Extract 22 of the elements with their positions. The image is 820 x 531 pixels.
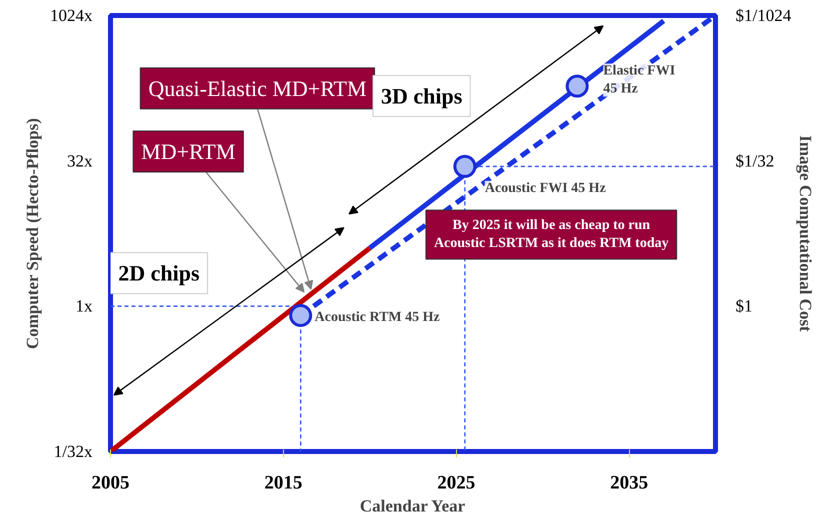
- annotation: Quasi-Elastic MD+RTM: [148, 76, 367, 101]
- y-axis-title: Computer Speed (Hecto-Pflops): [23, 118, 42, 350]
- annotation: Acoustic FWI 45 Hz: [484, 180, 606, 196]
- annotation: 2D chips: [118, 260, 200, 286]
- y-tick-label: 1/32x: [54, 442, 93, 461]
- x-tick-label: 2005: [92, 472, 130, 494]
- x-tick-label: 2015: [264, 472, 302, 494]
- text: $1: [736, 296, 752, 316]
- annotation: MD+RTM: [141, 138, 236, 164]
- y-tick-label: 1024x: [50, 6, 93, 25]
- text: $1/1024: [736, 6, 792, 25]
- y-tick-label: 1x: [76, 296, 93, 316]
- x-tick-label: 2025: [437, 472, 476, 494]
- annotation: By 2025 it will be as cheap to run Acoustic LSRTM as it does RTM today: [434, 218, 669, 252]
- x-tick-label: 2035: [610, 472, 648, 494]
- x-axis-title: Calendar Year: [360, 496, 466, 516]
- annotation: Acoustic RTM 45 Hz: [314, 310, 440, 326]
- y2-axis-title: Image Computational Cost: [796, 135, 816, 332]
- annotation: Elastic FWI 45 Hz: [603, 64, 676, 97]
- y-tick-label: 32x: [67, 151, 93, 170]
- text: $1/32: [736, 151, 774, 170]
- annotation: 3D chips: [380, 84, 463, 109]
